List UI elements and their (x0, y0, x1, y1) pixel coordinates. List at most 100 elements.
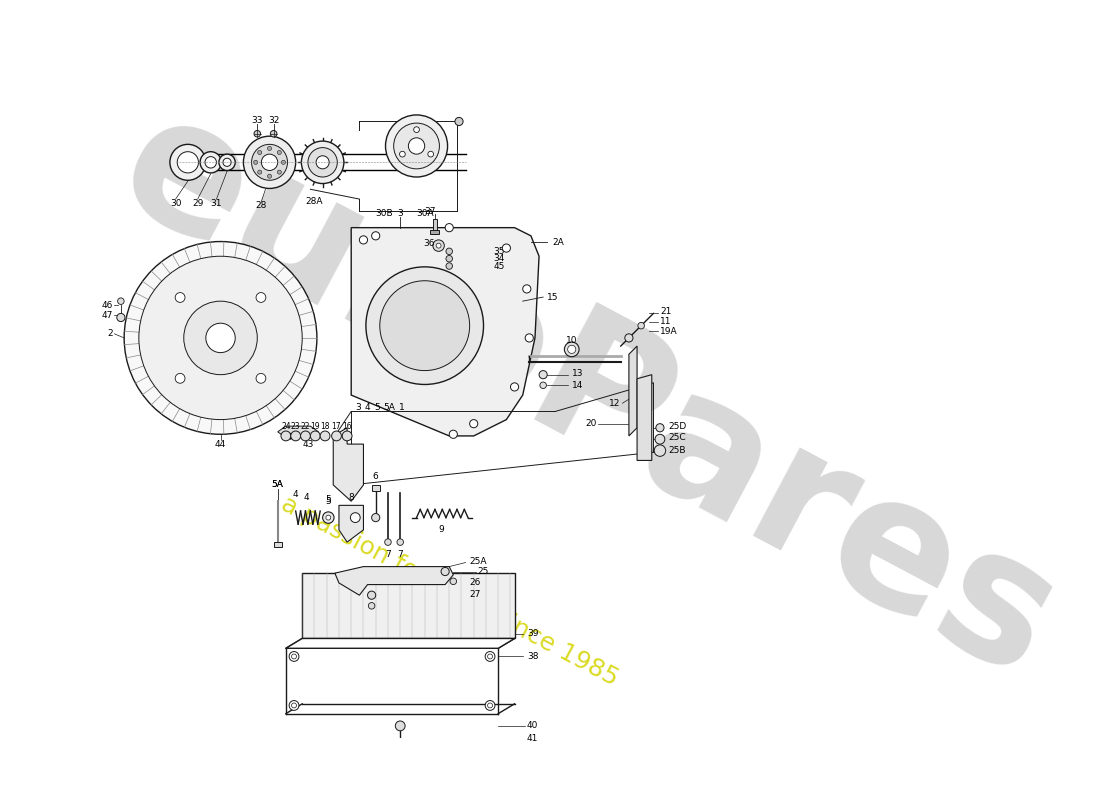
Text: 38: 38 (527, 652, 538, 661)
Circle shape (414, 126, 419, 133)
Text: 31: 31 (211, 198, 222, 208)
Circle shape (470, 419, 477, 428)
Circle shape (223, 158, 231, 166)
Text: 25A: 25A (470, 558, 487, 566)
Text: 27: 27 (470, 590, 481, 599)
Text: 44: 44 (214, 439, 227, 449)
Text: 5: 5 (326, 495, 331, 504)
Text: 20: 20 (585, 419, 596, 428)
Circle shape (184, 301, 257, 374)
Circle shape (625, 334, 632, 342)
Circle shape (292, 654, 297, 659)
Text: 36: 36 (424, 238, 434, 248)
Text: 30A: 30A (416, 210, 433, 218)
Circle shape (525, 334, 533, 342)
Polygon shape (334, 566, 453, 595)
Text: 19A: 19A (660, 327, 678, 336)
Text: 2A: 2A (552, 238, 564, 247)
Text: 34: 34 (493, 254, 505, 263)
Circle shape (522, 285, 531, 293)
Text: 33: 33 (252, 116, 263, 125)
Text: 28: 28 (255, 201, 267, 210)
Text: 30B: 30B (375, 210, 393, 218)
Circle shape (450, 578, 456, 585)
Circle shape (205, 157, 217, 168)
Circle shape (257, 150, 262, 154)
Polygon shape (637, 374, 652, 461)
Circle shape (257, 170, 262, 174)
Circle shape (385, 115, 448, 177)
Text: 5A: 5A (272, 481, 284, 490)
Text: 39: 39 (527, 629, 538, 638)
Text: 6: 6 (373, 472, 378, 482)
Circle shape (206, 323, 235, 353)
Circle shape (368, 602, 375, 609)
Bar (274, 542, 282, 547)
Text: 4: 4 (293, 490, 298, 499)
Text: 9: 9 (438, 526, 444, 534)
Circle shape (320, 431, 330, 441)
Text: 43: 43 (302, 439, 315, 449)
Circle shape (326, 515, 331, 520)
Polygon shape (339, 506, 363, 542)
Text: 14: 14 (572, 381, 583, 390)
Circle shape (139, 256, 302, 419)
Circle shape (366, 267, 484, 385)
Polygon shape (277, 426, 319, 438)
Text: 24: 24 (282, 422, 290, 431)
Circle shape (300, 431, 310, 441)
Circle shape (510, 383, 518, 391)
Circle shape (446, 223, 453, 232)
Circle shape (254, 130, 261, 137)
Circle shape (277, 150, 282, 154)
Circle shape (262, 154, 277, 170)
Circle shape (399, 151, 405, 157)
Circle shape (446, 262, 452, 270)
Circle shape (301, 141, 344, 183)
Text: 2: 2 (107, 330, 112, 338)
Circle shape (267, 174, 272, 178)
Circle shape (395, 721, 405, 730)
Text: a passion for parts since 1985: a passion for parts since 1985 (276, 492, 622, 690)
Circle shape (441, 567, 449, 575)
Circle shape (117, 314, 125, 322)
Circle shape (433, 240, 444, 251)
Bar (433, 219, 437, 234)
Circle shape (372, 514, 379, 522)
Circle shape (394, 123, 439, 169)
Circle shape (539, 370, 547, 378)
Circle shape (487, 654, 493, 659)
Text: 19: 19 (310, 422, 320, 431)
Text: 16: 16 (342, 422, 352, 431)
Circle shape (485, 651, 495, 662)
Text: 7: 7 (397, 550, 403, 559)
Circle shape (351, 513, 360, 522)
Polygon shape (629, 346, 637, 436)
Text: 3: 3 (397, 210, 403, 218)
Text: 5A: 5A (383, 403, 395, 412)
Circle shape (169, 144, 206, 180)
Circle shape (175, 293, 185, 302)
Text: 46: 46 (101, 301, 112, 310)
Circle shape (271, 130, 277, 137)
Text: 3: 3 (355, 403, 361, 412)
Text: 13: 13 (572, 369, 583, 378)
Circle shape (289, 701, 299, 710)
Circle shape (397, 539, 404, 546)
Text: 40: 40 (527, 722, 538, 730)
Text: 37: 37 (425, 207, 437, 216)
Circle shape (540, 382, 547, 389)
Circle shape (446, 248, 452, 254)
Circle shape (656, 424, 664, 432)
Circle shape (256, 374, 266, 383)
Text: 12: 12 (609, 398, 620, 408)
Circle shape (282, 160, 286, 164)
Text: 45: 45 (493, 262, 505, 270)
Text: 4: 4 (365, 403, 371, 412)
Text: 23: 23 (290, 422, 300, 431)
Text: 25C: 25C (668, 433, 685, 442)
Circle shape (289, 651, 299, 662)
Polygon shape (302, 573, 515, 638)
Circle shape (436, 243, 441, 248)
Text: 18: 18 (320, 422, 330, 431)
